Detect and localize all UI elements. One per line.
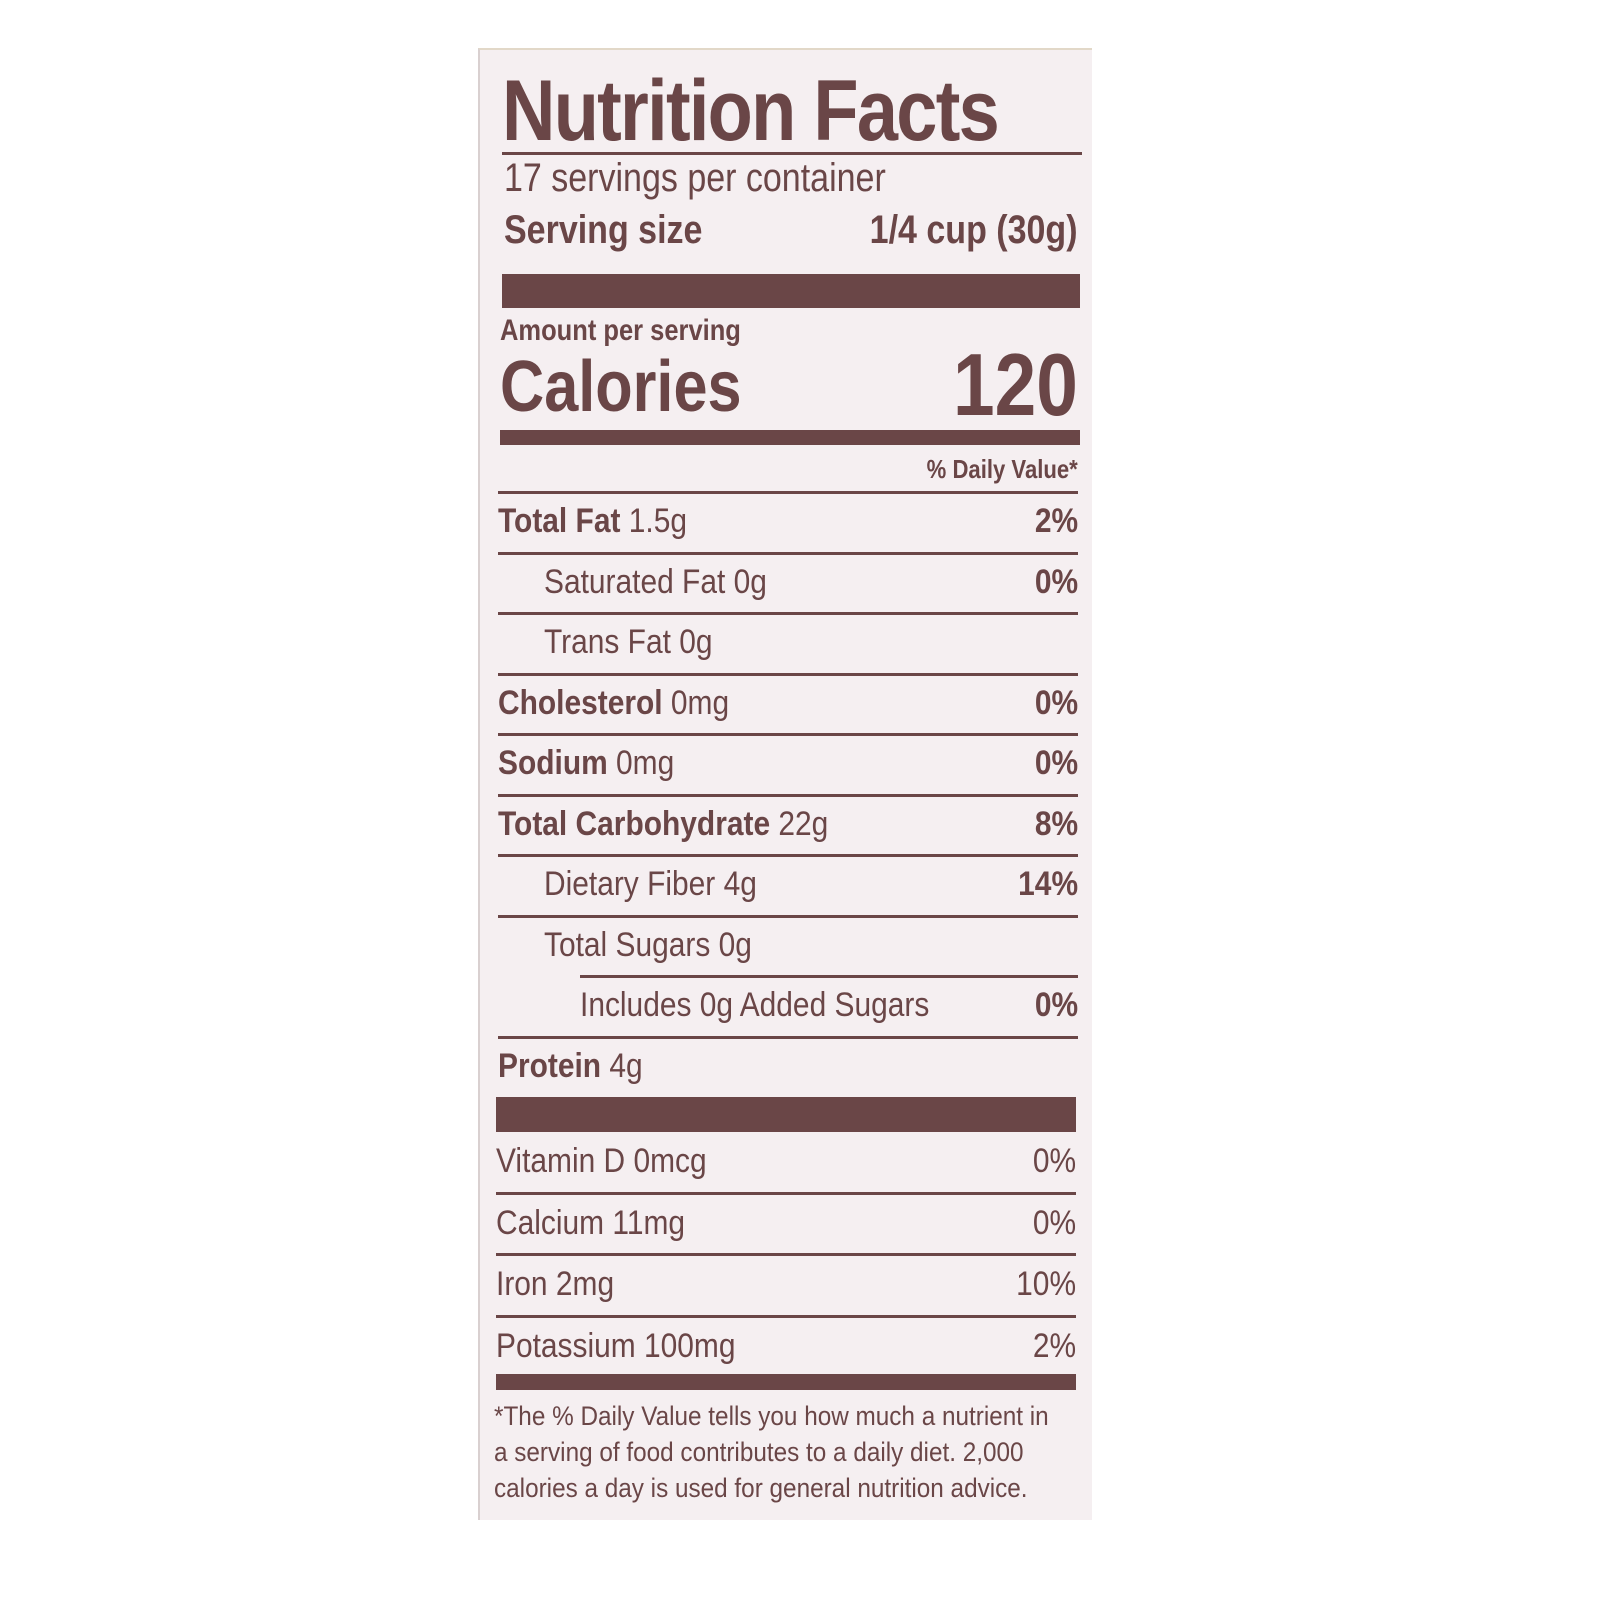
daily-value-percent: 14% [1018,865,1078,903]
vitamin-amount: 2mg [555,1265,615,1303]
nutrient-row: Includes 0g Added Sugars 0% [498,976,1078,1036]
footnote-line: calories a day is used for general nutri… [494,1473,1028,1503]
nutrient-label: Total Fat 1.5g [498,502,713,541]
daily-value-percent: 0% [1032,1203,1076,1242]
daily-value-header: % Daily Value* [926,454,1078,484]
footnote-line: a serving of food contributes to a daily… [494,1437,1024,1467]
row-divider [498,733,1078,736]
nutrient-row: Total Carbohydrate 22g 8% [498,795,1078,855]
nutrient-label: Cholesterol 0mg [498,684,761,723]
medium-divider [496,1374,1076,1390]
nutrient-name: Total Carbohydrate [498,804,771,843]
nutrient-row: Cholesterol 0mg 0% [498,674,1078,734]
nutrient-label: Sodium 0mg [498,744,698,783]
row-divider [498,914,1078,918]
row-divider [498,612,1078,615]
nutrient-name: Trans Fat [544,623,671,661]
nutrient-amount: 1.5g [628,502,688,540]
daily-value-percent: 0% [1034,683,1078,722]
vitamin-row: Potassium 100mg 2% [496,1317,1076,1377]
nutrient-name: Total Fat [498,502,621,540]
row-divider [498,491,1078,494]
nutrient-amount: 0mg [670,683,730,722]
nutrient-name: Sodium [498,744,608,782]
nutrient-amount: 4g [723,865,757,903]
nutrient-amount: 22g [778,804,829,843]
amount-per-serving: Amount per serving [500,314,741,347]
nutrient-row: Dietary Fiber 4g 14% [498,855,1078,915]
divider [502,152,1082,155]
nutrient-name: Includes 0g Added Sugars [580,986,930,1024]
serving-size-value: 1/4 cup (30g) [870,208,1078,252]
daily-value-percent: 0% [1034,986,1078,1024]
vitamin-row: Calcium 11mg 0% [496,1194,1076,1254]
calories-value: 120 [953,335,1078,434]
nutrient-row: Total Sugars 0g [498,916,1078,976]
nutrient-label: Protein 4g [498,1047,662,1086]
calories-label: Calories [500,347,742,427]
nutrient-label: Dietary Fiber 4g [544,865,786,904]
nutrient-label: Total Sugars 0g [544,926,780,965]
daily-value-percent: 0% [1034,562,1078,601]
nutrient-amount: 0mg [616,744,675,782]
row-divider [496,1191,1076,1195]
vitamin-name: Calcium [496,1203,605,1242]
nutrient-row: Saturated Fat 0g 0% [498,553,1078,613]
thick-divider [496,1097,1076,1132]
row-divider [496,1253,1076,1256]
row-divider [496,1314,1076,1318]
vitamin-row: Vitamin D 0mcg 0% [496,1132,1076,1192]
thick-divider [502,274,1080,308]
row-divider [580,975,1078,978]
nutrient-row: Protein 4g [498,1037,1078,1097]
daily-value-percent: 0% [1032,1142,1076,1180]
vitamin-amount: 100mg [644,1326,736,1365]
row-divider [498,551,1078,555]
nutrient-amount: 0g [679,623,713,661]
nutrition-facts-label: Nutrition Facts 17 servings per containe… [478,48,1092,1520]
nutrient-amount: 0g [733,562,767,601]
nutrient-name: Cholesterol [498,683,663,722]
vitamin-label: Iron 2mg [496,1265,630,1304]
row-divider [498,1035,1078,1039]
footnote-line: *The % Daily Value tells you how much a … [494,1401,1049,1431]
vitamin-name: Vitamin D [496,1142,626,1180]
vitamin-row: Iron 2mg 10% [496,1255,1076,1315]
nutrient-row: Sodium 0mg 0% [498,734,1078,794]
daily-value-percent: 10% [1016,1265,1076,1303]
nutrient-label: Saturated Fat 0g [544,563,797,602]
daily-value-percent: 8% [1034,804,1078,843]
nutrient-row: Trans Fat 0g [498,613,1078,673]
vitamin-label: Calcium 11mg [496,1204,711,1243]
daily-value-percent: 0% [1034,744,1078,782]
vitamin-amount: 0mcg [633,1142,707,1180]
nutrient-label: Total Carbohydrate 22g [498,805,873,844]
daily-value-percent: 2% [1034,502,1078,540]
serving-size-label: Serving size [504,208,703,252]
nutrient-label: Trans Fat 0g [544,623,736,662]
servings-per-container: 17 servings per container [504,156,886,200]
vitamin-name: Iron [496,1265,548,1303]
vitamin-label: Potassium 100mg [496,1327,768,1366]
row-divider [498,793,1078,797]
row-divider [498,672,1078,676]
medium-divider [500,430,1080,445]
nutrient-name: Total Sugars [544,925,711,964]
nutrient-name: Protein [498,1046,602,1085]
daily-value-percent: 2% [1032,1326,1076,1365]
vitamin-label: Vitamin D 0mcg [496,1142,735,1181]
nutrient-amount: 0g [718,925,752,964]
nutrient-amount: 4g [609,1046,643,1085]
footnote: *The % Daily Value tells you how much a … [494,1398,1110,1506]
row-divider [498,854,1078,857]
nutrient-name: Saturated Fat [544,562,726,601]
nutrient-row: Total Fat 1.5g 2% [498,492,1078,552]
vitamin-amount: 11mg [612,1203,686,1242]
nutrient-label: Includes 0g Added Sugars [580,986,977,1025]
vitamin-name: Potassium [496,1326,636,1365]
nutrient-name: Dietary Fiber [544,865,716,903]
label-title: Nutrition Facts [502,63,1000,159]
